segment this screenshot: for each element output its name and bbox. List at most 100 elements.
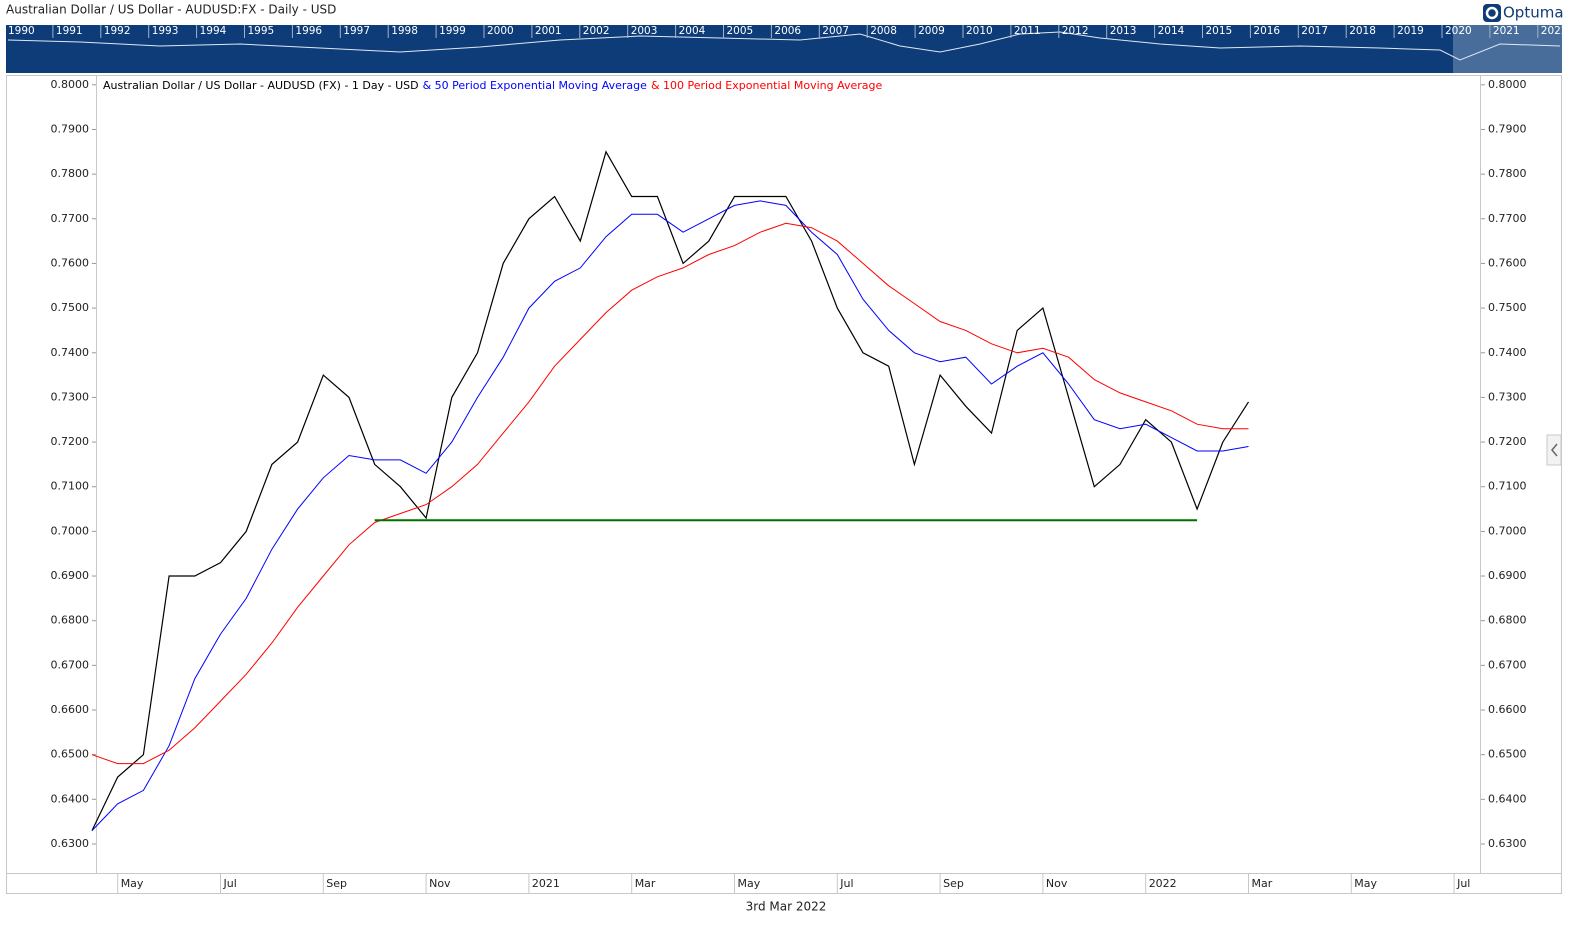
navigator-year: 2003 <box>631 25 658 37</box>
y2-tick-label: 0.6700 <box>1488 658 1527 671</box>
navigator-year: 1996 <box>295 25 322 37</box>
x-tick-label: Mar <box>635 877 656 890</box>
navigator-year: 2007 <box>822 25 849 37</box>
y2-tick-label: 0.6600 <box>1488 703 1527 716</box>
y2-tick-label: 0.7200 <box>1488 435 1527 448</box>
y2-tick-label: 0.7000 <box>1488 524 1527 537</box>
navigator-year: 1991 <box>56 25 83 37</box>
navigator-year: 2006 <box>774 25 801 37</box>
y-tick-label: 0.7000 <box>51 524 90 537</box>
y-tick-label: 0.6400 <box>51 792 90 805</box>
y2-tick-label: 0.7700 <box>1488 212 1527 225</box>
y2-tick-label: 0.6300 <box>1488 837 1527 850</box>
series-line <box>91 150 1250 831</box>
navigator-year: 1998 <box>391 25 418 37</box>
navigator-year: 2012 <box>1062 25 1089 37</box>
x-tick-label: Mar <box>1252 877 1273 890</box>
navigator-year: 1995 <box>248 25 275 37</box>
y2-tick-label: 0.7400 <box>1488 346 1527 359</box>
chart-frame <box>6 75 1562 894</box>
legend: Australian Dollar / US Dollar - AUDUSD (… <box>103 79 882 92</box>
x-tick-label: Jul <box>1456 877 1470 890</box>
y-tick-label: 0.7500 <box>51 301 90 314</box>
navigator-year: 2010 <box>966 25 993 37</box>
y-tick-label: 0.7600 <box>51 256 90 269</box>
x-tick-label: Nov <box>429 877 451 890</box>
brand-logo-mark <box>1485 6 1499 20</box>
y-tick-label: 0.6700 <box>51 658 90 671</box>
navigator-year: 2002 <box>583 25 610 37</box>
y-tick-label: 0.6300 <box>51 837 90 850</box>
page-title: Australian Dollar / US Dollar - AUDUSD:F… <box>6 3 336 17</box>
x-tick-label: May <box>1354 877 1377 890</box>
y-tick-label: 0.7800 <box>51 167 90 180</box>
x-tick-label: Jul <box>839 877 853 890</box>
y2-tick-label: 0.6400 <box>1488 792 1527 805</box>
y-tick-label: 0.7100 <box>51 480 90 493</box>
y2-tick-label: 0.6900 <box>1488 569 1527 582</box>
x-tick-label: Sep <box>943 877 964 890</box>
navigator-year: 2004 <box>679 25 706 37</box>
side-panel-toggle[interactable] <box>1546 434 1562 466</box>
footer-date: 3rd Mar 2022 <box>746 900 827 914</box>
y-tick-label: 0.8000 <box>51 78 90 91</box>
y2-tick-label: 0.7900 <box>1488 122 1527 135</box>
y-tick-label: 0.6600 <box>51 703 90 716</box>
x-tick-label: May <box>738 877 761 890</box>
y-tick-label: 0.7300 <box>51 390 90 403</box>
navigator-year: 2008 <box>870 25 897 37</box>
navigator-year: 1997 <box>343 25 370 37</box>
navigator-year: 2017 <box>1301 25 1328 37</box>
navigator-year: 2018 <box>1349 25 1376 37</box>
x-tick-label: 2022 <box>1149 877 1177 890</box>
navigator-year: 2009 <box>918 25 945 37</box>
navigator-year: 2014 <box>1158 25 1185 37</box>
navigator-year: 2019 <box>1397 25 1424 37</box>
legend-entry: & 50 Period Exponential Moving Average <box>423 79 648 92</box>
navigator <box>6 25 1562 73</box>
y-tick-label: 0.6900 <box>51 569 90 582</box>
navigator-year: 2011 <box>1014 25 1041 37</box>
navigator-year: 2001 <box>535 25 562 37</box>
y2-tick-label: 0.8000 <box>1488 78 1527 91</box>
navigator-year: 1990 <box>8 25 35 37</box>
y2-tick-label: 0.7800 <box>1488 167 1527 180</box>
x-tick-label: Sep <box>326 877 347 890</box>
side-panel-arrow <box>1551 443 1558 457</box>
navigator-year: 2016 <box>1253 25 1280 37</box>
navigator-trace <box>7 31 1561 61</box>
brand-logo <box>1483 4 1501 22</box>
y2-tick-label: 0.7100 <box>1488 480 1527 493</box>
navigator-year: 1993 <box>152 25 179 37</box>
navigator-window[interactable] <box>1453 25 1562 73</box>
navigator-year: 2021 <box>1493 25 1520 37</box>
y-tick-label: 0.6800 <box>51 614 90 627</box>
y-tick-label: 0.7200 <box>51 435 90 448</box>
navigator-year: 2020 <box>1445 25 1472 37</box>
x-tick-label: 2021 <box>532 877 560 890</box>
navigator-year: 1994 <box>200 25 227 37</box>
legend-entry: Australian Dollar / US Dollar - AUDUSD (… <box>103 79 419 92</box>
y-tick-label: 0.7900 <box>51 122 90 135</box>
navigator-year: 2022 <box>1541 25 1568 37</box>
navigator-year: 1999 <box>439 25 466 37</box>
navigator-year: 2015 <box>1206 25 1233 37</box>
navigator-year: 2005 <box>727 25 754 37</box>
legend-entry: & 100 Period Exponential Moving Average <box>651 79 883 92</box>
y2-tick-label: 0.7500 <box>1488 301 1527 314</box>
navigator-year: 2000 <box>487 25 514 37</box>
x-tick-label: May <box>121 877 144 890</box>
y-tick-label: 0.6500 <box>51 748 90 761</box>
x-tick-label: Jul <box>223 877 237 890</box>
y2-tick-label: 0.6500 <box>1488 748 1527 761</box>
y-tick-label: 0.7400 <box>51 346 90 359</box>
navigator-year: 1992 <box>104 25 131 37</box>
brand-name: Optuma <box>1503 4 1564 22</box>
series-line <box>91 200 1249 831</box>
series-line <box>91 222 1249 765</box>
y2-tick-label: 0.6800 <box>1488 614 1527 627</box>
y2-tick-label: 0.7300 <box>1488 390 1527 403</box>
navigator-year: 2013 <box>1110 25 1137 37</box>
